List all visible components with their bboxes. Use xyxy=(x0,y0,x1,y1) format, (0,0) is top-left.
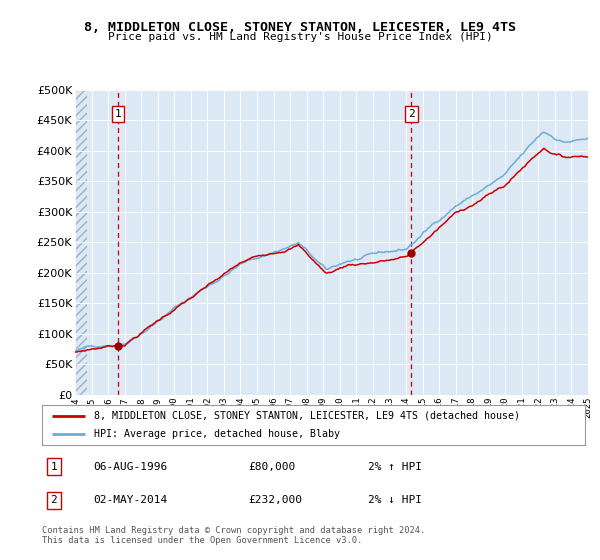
Text: 1: 1 xyxy=(50,462,58,472)
Text: £80,000: £80,000 xyxy=(248,462,296,472)
Text: £232,000: £232,000 xyxy=(248,495,302,505)
Text: Price paid vs. HM Land Registry's House Price Index (HPI): Price paid vs. HM Land Registry's House … xyxy=(107,32,493,43)
Text: 2% ↑ HPI: 2% ↑ HPI xyxy=(368,462,422,472)
Text: HPI: Average price, detached house, Blaby: HPI: Average price, detached house, Blab… xyxy=(94,430,340,439)
Bar xyxy=(75,90,86,395)
Text: 8, MIDDLETON CLOSE, STONEY STANTON, LEICESTER, LE9 4TS: 8, MIDDLETON CLOSE, STONEY STANTON, LEIC… xyxy=(84,21,516,34)
Text: This data is licensed under the Open Government Licence v3.0.: This data is licensed under the Open Gov… xyxy=(42,536,362,545)
Text: Contains HM Land Registry data © Crown copyright and database right 2024.: Contains HM Land Registry data © Crown c… xyxy=(42,526,425,535)
Text: 2: 2 xyxy=(408,109,415,119)
Text: 8, MIDDLETON CLOSE, STONEY STANTON, LEICESTER, LE9 4TS (detached house): 8, MIDDLETON CLOSE, STONEY STANTON, LEIC… xyxy=(94,411,520,421)
Text: 2: 2 xyxy=(50,495,58,505)
Text: 02-MAY-2014: 02-MAY-2014 xyxy=(94,495,168,505)
Text: 2% ↓ HPI: 2% ↓ HPI xyxy=(368,495,422,505)
Text: 06-AUG-1996: 06-AUG-1996 xyxy=(94,462,168,472)
Text: 1: 1 xyxy=(115,109,121,119)
